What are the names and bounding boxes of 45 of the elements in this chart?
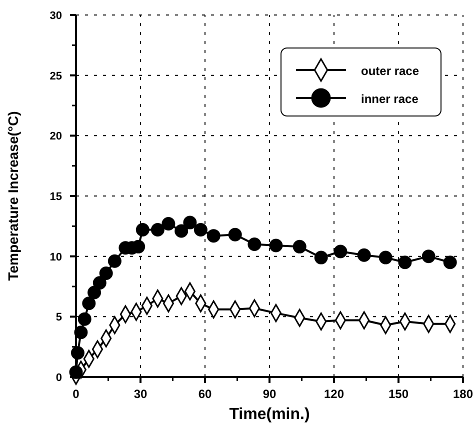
point [398, 256, 412, 270]
legend-label: inner race [361, 92, 419, 106]
point [378, 250, 392, 264]
x-tick-label: 90 [262, 387, 276, 401]
point [194, 223, 208, 237]
legend-label: outer race [361, 64, 420, 78]
point [82, 296, 96, 310]
point [174, 224, 188, 238]
point [69, 365, 83, 379]
point [150, 223, 164, 237]
point [443, 256, 457, 270]
point [248, 238, 262, 252]
x-tick-label: 60 [198, 387, 212, 401]
y-tick-label: 15 [50, 191, 62, 203]
point [314, 250, 328, 264]
point [422, 250, 436, 264]
point [292, 240, 306, 254]
point [78, 312, 92, 326]
point [70, 346, 84, 360]
point [136, 223, 150, 237]
point [334, 244, 348, 258]
point [357, 248, 371, 262]
point [228, 228, 242, 242]
point [269, 238, 283, 252]
point [183, 216, 197, 230]
y-tick-label: 0 [56, 372, 62, 384]
x-tick-label: 120 [324, 387, 344, 401]
point [206, 229, 220, 243]
point [88, 286, 102, 300]
x-tick-label: 150 [388, 387, 409, 401]
y-tick-label: 20 [50, 130, 62, 143]
point [92, 276, 106, 290]
y-tick-label: 25 [50, 70, 62, 82]
y-tick-label: 10 [50, 251, 62, 264]
x-axis-title: Time(min.) [229, 406, 310, 423]
point [108, 254, 122, 268]
point [162, 217, 176, 230]
y-tick-label: 5 [56, 312, 62, 324]
x-tick-label: 180 [452, 387, 474, 401]
x-tick-label: 30 [134, 387, 148, 401]
x-tick-label: 0 [72, 387, 80, 401]
point [74, 326, 88, 340]
y-axis-title: Temperature Increase(°C) [5, 111, 21, 281]
y-tick-label: 30 [50, 10, 62, 22]
point [99, 266, 113, 280]
